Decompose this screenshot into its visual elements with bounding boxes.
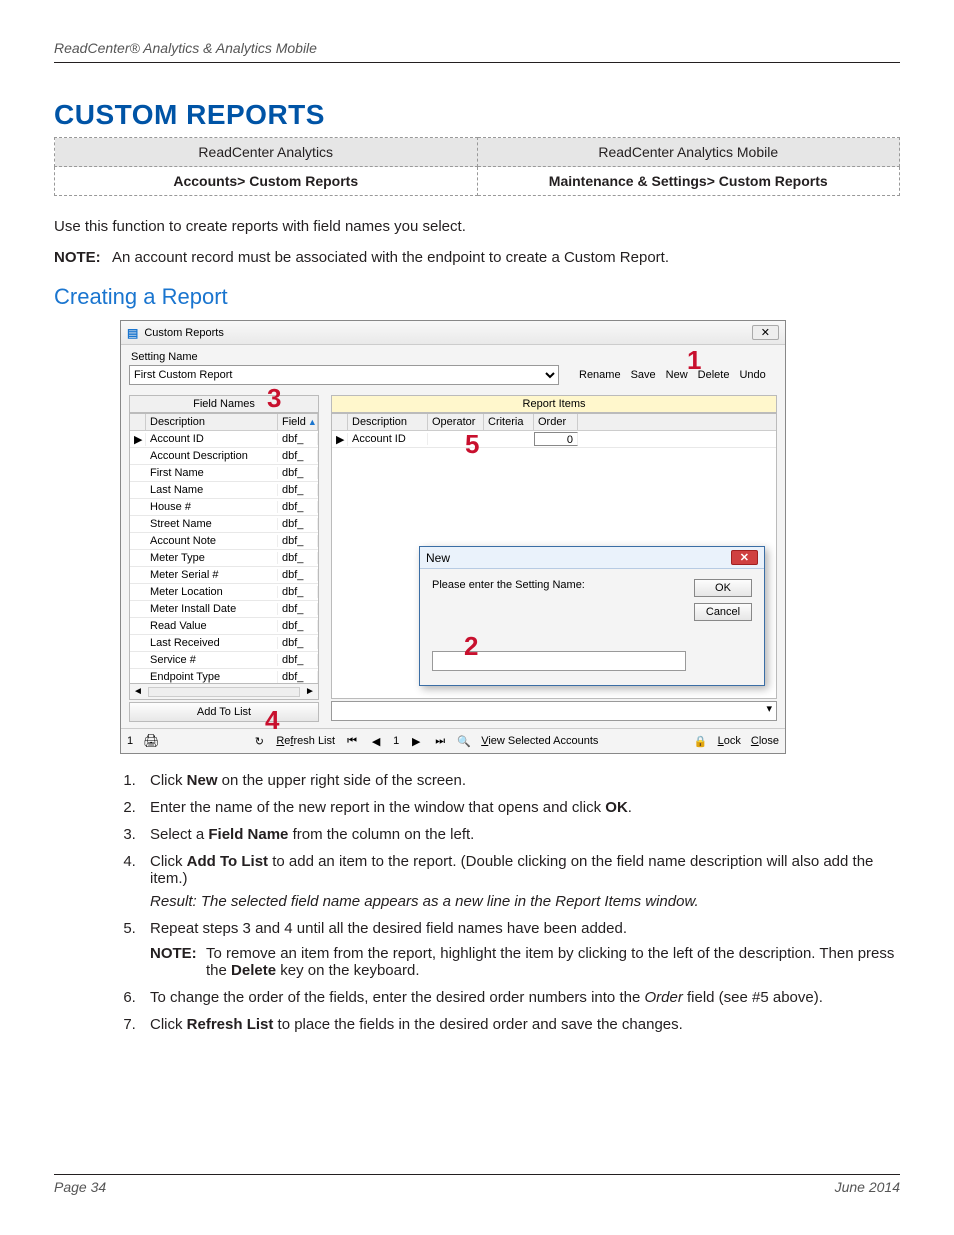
field-name-row[interactable]: Meter Typedbf_ xyxy=(130,550,318,567)
footer-date: June 2014 xyxy=(835,1179,900,1195)
field-name-row[interactable]: Street Namedbf_ xyxy=(130,516,318,533)
window-close-button[interactable]: ✕ xyxy=(752,325,779,340)
setting-name-input[interactable] xyxy=(432,651,686,671)
scrollbar[interactable]: ◄► xyxy=(129,684,319,700)
step-4: Click Add To List to add an item to the … xyxy=(140,853,900,910)
dialog-title: New xyxy=(426,551,731,565)
nav-col2-crumb: Maintenance & Settings> Custom Reports xyxy=(477,167,900,196)
window: ▤ Custom Reports ✕ Setting Name First Cu… xyxy=(120,320,786,754)
ok-button[interactable]: OK xyxy=(694,579,752,597)
screenshot: ▤ Custom Reports ✕ Setting Name First Cu… xyxy=(120,320,786,754)
step-5: Repeat steps 3 and 4 until all the desir… xyxy=(140,920,900,979)
field-name-row[interactable]: Meter Serial #dbf_ xyxy=(130,567,318,584)
instruction-list: Click New on the upper right side of the… xyxy=(120,772,900,1033)
undo-button[interactable]: Undo xyxy=(739,369,765,381)
field-name-row[interactable]: House #dbf_ xyxy=(130,499,318,516)
dialog-close-button[interactable]: ✕ xyxy=(731,550,758,565)
running-header: ReadCenter® Analytics & Analytics Mobile xyxy=(54,40,900,63)
setting-name-select[interactable]: First Custom Report xyxy=(129,365,559,385)
page-title: CUSTOM REPORTS xyxy=(54,99,900,131)
field-name-row[interactable]: Last Receiveddbf_ xyxy=(130,635,318,652)
step-6: To change the order of the fields, enter… xyxy=(140,989,900,1006)
refresh-list-button[interactable]: Refresh List xyxy=(276,735,335,747)
nav-table: ReadCenter Analytics ReadCenter Analytic… xyxy=(54,137,900,196)
step-2: Enter the name of the new report in the … xyxy=(140,799,900,816)
new-button[interactable]: New xyxy=(666,369,688,381)
subheading: Creating a Report xyxy=(54,284,900,310)
nav-col1-head: ReadCenter Analytics xyxy=(55,138,478,167)
step-7: Click Refresh List to place the fields i… xyxy=(140,1016,900,1033)
step-5-note: NOTE: To remove an item from the report,… xyxy=(150,945,900,979)
footer-page: Page 34 xyxy=(54,1179,106,1195)
toolbar: Rename Save New Delete Undo xyxy=(565,369,777,381)
nav-next-icon[interactable]: ▶ xyxy=(409,735,423,748)
print-icon[interactable]: 🖨 xyxy=(143,733,157,749)
field-names-grid[interactable]: Description Field▲ ▶Account IDdbf_Accoun… xyxy=(129,413,319,684)
report-item-row[interactable]: ▶ Account ID 0 xyxy=(332,431,776,448)
window-icon: ▤ xyxy=(127,326,138,340)
cancel-button[interactable]: Cancel xyxy=(694,603,752,621)
save-button[interactable]: Save xyxy=(631,369,656,381)
close-button[interactable]: Close xyxy=(751,735,779,747)
nav-first-icon[interactable]: ⏮ xyxy=(345,735,359,748)
field-name-row[interactable]: Endpoint Typedbf_ xyxy=(130,669,318,683)
page-number: 1 xyxy=(127,735,133,747)
field-name-row[interactable]: Last Namedbf_ xyxy=(130,482,318,499)
field-name-row[interactable]: Meter Locationdbf_ xyxy=(130,584,318,601)
statusbar: 1 🖨 ↻ Refresh List ⏮ ◀ 1 ▶ ⏭ 🔍 View Sele… xyxy=(121,728,785,753)
step-3: Select a Field Name from the column on t… xyxy=(140,826,900,843)
view-icon[interactable]: 🔍 xyxy=(457,735,471,748)
nav-prev-icon[interactable]: ◀ xyxy=(369,735,383,748)
dialog-prompt: Please enter the Setting Name: xyxy=(432,579,686,591)
page-footer: Page 34 June 2014 xyxy=(54,1174,900,1195)
nav-col1-crumb: Accounts> Custom Reports xyxy=(55,167,478,196)
field-name-row[interactable]: ▶Account IDdbf_ xyxy=(130,431,318,448)
field-name-row[interactable]: Read Valuedbf_ xyxy=(130,618,318,635)
step-4-result: Result: The selected field name appears … xyxy=(150,893,900,910)
note-body: An account record must be associated wit… xyxy=(112,249,669,266)
step-1: Click New on the upper right side of the… xyxy=(140,772,900,789)
refresh-icon[interactable]: ↻ xyxy=(252,735,266,748)
add-to-list-button[interactable]: Add To List xyxy=(129,702,319,722)
field-name-row[interactable]: Service #dbf_ xyxy=(130,652,318,669)
report-items-header: Report Items xyxy=(331,395,777,413)
note-paragraph: NOTE: An account record must be associat… xyxy=(54,249,900,266)
rename-button[interactable]: Rename xyxy=(579,369,621,381)
field-name-row[interactable]: Account Descriptiondbf_ xyxy=(130,448,318,465)
nav-last-icon[interactable]: ⏭ xyxy=(433,735,447,748)
note-label: NOTE: xyxy=(54,249,101,266)
delete-button[interactable]: Delete xyxy=(698,369,730,381)
lock-icon[interactable]: 🔒 xyxy=(694,735,708,748)
setting-name-label: Setting Name xyxy=(131,351,777,363)
field-name-row[interactable]: Account Notedbf_ xyxy=(130,533,318,550)
field-name-row[interactable]: Meter Install Datedbf_ xyxy=(130,601,318,618)
view-selected-button[interactable]: View Selected Accounts xyxy=(481,735,598,747)
report-filter-select[interactable]: ▾ xyxy=(331,701,777,721)
new-dialog: New ✕ Please enter the Setting Name: OK … xyxy=(419,546,765,686)
nav-col2-head: ReadCenter Analytics Mobile xyxy=(477,138,900,167)
window-title: Custom Reports xyxy=(144,327,223,339)
field-name-row[interactable]: First Namedbf_ xyxy=(130,465,318,482)
nav-page: 1 xyxy=(393,735,399,747)
lock-button[interactable]: Lock xyxy=(718,735,741,747)
intro-paragraph: Use this function to create reports with… xyxy=(54,218,900,235)
titlebar: ▤ Custom Reports ✕ xyxy=(121,321,785,345)
field-names-header: Field Names xyxy=(129,395,319,413)
